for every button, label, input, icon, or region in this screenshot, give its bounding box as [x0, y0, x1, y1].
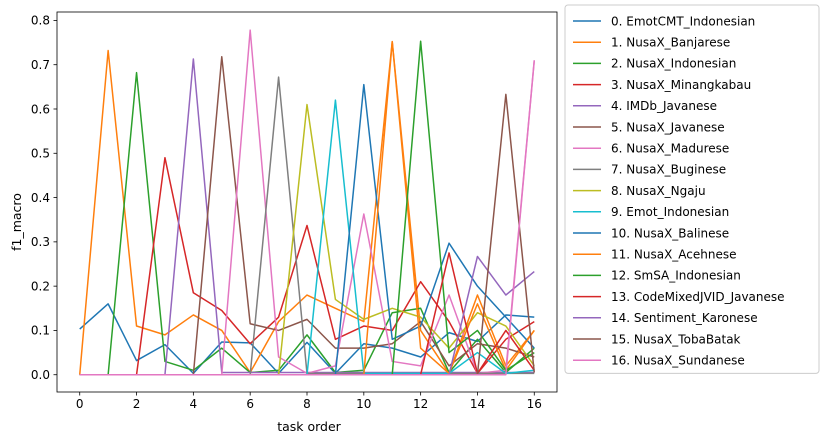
x-tick-label: 4 [190, 397, 198, 411]
legend-label: 14. Sentiment_Karonese [611, 311, 758, 325]
legend-label: 1. NusaX_Banjarese [611, 36, 730, 50]
legend-label: 7. NusaX_Buginese [611, 163, 726, 177]
y-tick-label: 0.7 [31, 58, 50, 72]
legend-label: 13. CodeMixedJVID_Javanese [611, 290, 785, 304]
legend-label: 4. IMDb_Javanese [611, 99, 717, 113]
series-line-1 [78, 40, 535, 375]
series-line-2 [79, 71, 535, 376]
legend-label: 12. SmSA_Indonesian [611, 269, 741, 283]
legend-label: 6. NusaX_Madurese [611, 142, 729, 156]
y-tick-label: 0.1 [31, 324, 50, 338]
y-tick-label: 0.8 [31, 14, 50, 28]
x-axis-label: task order [277, 419, 341, 434]
y-axis-ticks: 0.0 0.1 0.2 0.3 0.4 0.5 0.6 0.7 0.8 [31, 14, 57, 382]
x-tick-label: 6 [246, 397, 254, 411]
legend: 0. EmotCMT_Indonesian 1. NusaX_Banjarese 2… [564, 4, 820, 374]
series-line-14 [79, 255, 535, 376]
x-tick-label: 0 [76, 397, 84, 411]
legend-label: 9. Emot_Indonesian [611, 205, 729, 219]
x-tick-label: 12 [413, 397, 428, 411]
x-tick-label: 14 [470, 397, 485, 411]
y-tick-label: 0.2 [31, 279, 50, 293]
legend-label: 16. NusaX_Sundanese [611, 354, 745, 368]
x-tick-label: 10 [356, 397, 371, 411]
x-tick-label: 8 [303, 397, 311, 411]
y-tick-label: 0.0 [31, 368, 50, 382]
series-line-3 [79, 156, 535, 376]
y-tick-label: 0.5 [31, 147, 50, 161]
y-tick-label: 0.6 [31, 102, 50, 116]
y-tick-label: 0.4 [31, 191, 50, 205]
legend-label: 10. NusaX_Balinese [611, 226, 729, 240]
legend-label: 15. NusaX_TobaBatak [611, 332, 741, 346]
legend-label: 8. NusaX_Ngaju [611, 184, 706, 198]
legend-box [564, 4, 820, 374]
plot-lines [78, 29, 536, 376]
y-tick-label: 0.3 [31, 235, 50, 249]
x-axis-ticks: 0 2 4 6 8 10 12 14 16 [76, 392, 542, 411]
legend-label: 2. NusaX_Indonesian [611, 57, 736, 71]
series-line-16 [79, 60, 536, 376]
legend-label: 3. NusaX_Minangkabau [611, 78, 751, 92]
legend-label: 0. EmotCMT_Indonesian [611, 14, 755, 28]
y-axis-label: f1_macro [9, 193, 24, 251]
series-line-13 [79, 252, 535, 376]
x-tick-label: 2 [133, 397, 141, 411]
legend-label: 5. NusaX_Javanese [611, 120, 725, 134]
legend-label: 11. NusaX_Acehnese [611, 248, 737, 262]
x-tick-label: 16 [527, 397, 542, 411]
